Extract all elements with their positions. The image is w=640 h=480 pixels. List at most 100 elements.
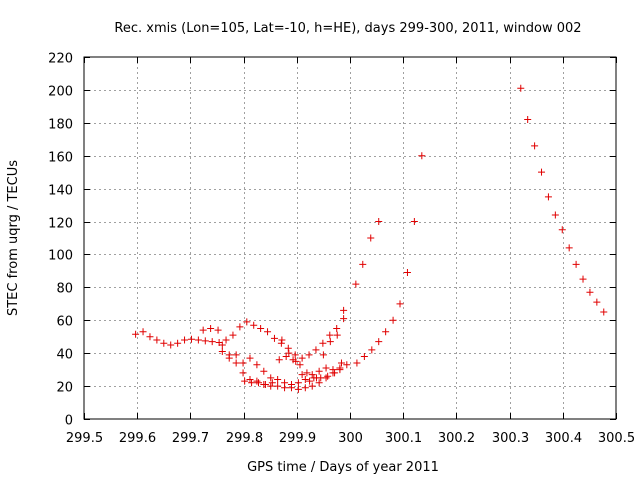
data-point-plus	[181, 336, 189, 344]
data-point-plus	[264, 328, 272, 336]
data-point-plus	[267, 382, 275, 390]
data-point-plus	[340, 306, 348, 314]
data-point-plus	[403, 269, 411, 277]
data-point-plus	[284, 344, 292, 352]
data-point-plus	[294, 379, 302, 387]
data-point-plus	[222, 336, 230, 344]
data-point-plus	[236, 323, 244, 331]
data-point-plus	[281, 384, 289, 392]
data-point-plus	[232, 359, 240, 367]
y-tick-label: 160	[48, 151, 73, 166]
data-point-plus	[586, 288, 594, 296]
data-point-plus	[218, 348, 226, 356]
data-point-plus	[389, 316, 397, 324]
data-point-plus	[257, 325, 265, 332]
data-point-plus	[253, 361, 261, 369]
data-point-plus	[261, 380, 269, 388]
data-point-plus	[292, 357, 300, 365]
plot-frame	[83, 56, 617, 420]
x-axis-label: GPS time / Days of year 2011	[247, 460, 439, 475]
data-point-plus	[312, 346, 320, 354]
data-point-plus	[331, 369, 339, 377]
y-tick-label: 60	[56, 315, 73, 330]
data-point-plus	[368, 346, 376, 354]
data-point-plus	[531, 142, 539, 150]
data-point-plus	[322, 364, 330, 372]
data-point-plus	[187, 335, 195, 343]
data-point-plus	[274, 376, 282, 384]
data-point-plus	[326, 331, 334, 339]
x-tick-label: 299.9	[279, 431, 316, 446]
data-point-plus	[306, 377, 314, 385]
x-tick-label: 300.4	[545, 431, 582, 446]
data-point-plus	[146, 333, 154, 341]
data-point-plus	[418, 152, 426, 160]
x-tick-label: 300.3	[492, 431, 529, 446]
data-point-plus	[260, 367, 268, 375]
data-point-plus	[340, 315, 348, 323]
data-point-plus	[241, 377, 249, 385]
x-tick-label: 299.6	[119, 431, 156, 446]
data-point-plus	[324, 372, 332, 380]
data-point-plus	[132, 330, 140, 338]
y-tick-label: 180	[48, 118, 73, 133]
data-point-plus	[558, 226, 566, 234]
data-point-plus	[232, 351, 240, 359]
data-point-plus	[579, 275, 587, 283]
x-tick-label: 300.1	[385, 431, 422, 446]
data-point-plus	[337, 359, 345, 367]
data-point-plus	[360, 352, 368, 360]
x-tick-label: 299.5	[66, 431, 103, 446]
x-tick-label: 299.8	[226, 431, 263, 446]
data-point-plus	[218, 341, 226, 349]
data-point-plus	[153, 336, 161, 344]
y-axis-label: STEC from uqrg / TECUs	[6, 160, 21, 316]
data-point-plus	[267, 374, 275, 382]
y-tick-label: 100	[48, 249, 73, 264]
data-point-plus	[278, 336, 286, 344]
data-point-plus	[194, 336, 202, 344]
x-tick-label: 300.5	[598, 431, 635, 446]
data-point-plus	[277, 339, 285, 347]
x-tick-label: 300.2	[438, 431, 475, 446]
y-tick-label: 40	[56, 348, 73, 363]
data-point-plus	[303, 369, 311, 377]
data-point-plus	[246, 354, 254, 362]
data-point-plus	[270, 334, 278, 342]
data-point-plus	[253, 377, 261, 385]
data-point-plus	[301, 376, 309, 384]
y-tick-label: 0	[65, 414, 73, 429]
chart-title: Rec. xmis (Lon=105, Lat=-10, h=HE), days…	[114, 21, 581, 36]
data-point-plus	[333, 325, 341, 332]
data-point-plus	[243, 318, 251, 326]
data-point-plus	[275, 356, 283, 364]
data-point-plus	[225, 351, 233, 359]
y-tick-label: 80	[56, 282, 73, 297]
data-point-plus	[343, 361, 351, 369]
data-point-plus	[229, 331, 237, 339]
data-point-plus	[319, 351, 327, 359]
data-point-plus	[517, 84, 525, 92]
data-point-plus	[167, 341, 175, 349]
data-point-plus	[207, 325, 215, 332]
x-tick-label: 299.7	[172, 431, 209, 446]
data-point-plus	[305, 351, 313, 359]
data-point-plus	[326, 338, 334, 346]
data-point-plus	[396, 300, 404, 308]
data-point-plus	[291, 351, 299, 359]
data-point-plus	[375, 338, 383, 346]
data-point-plus	[319, 339, 327, 347]
data-point-plus	[268, 379, 276, 387]
data-point-plus	[201, 337, 209, 345]
data-point-plus	[199, 326, 207, 334]
y-tick-label: 120	[48, 217, 73, 232]
data-point-plus	[298, 354, 306, 362]
data-point-plus	[308, 371, 316, 379]
data-point-plus	[353, 359, 361, 367]
data-point-plus	[315, 379, 323, 387]
y-tick-label: 140	[48, 184, 73, 199]
data-point-plus	[538, 168, 546, 176]
y-tick-label: 20	[56, 381, 73, 396]
data-point-plus	[248, 379, 256, 387]
